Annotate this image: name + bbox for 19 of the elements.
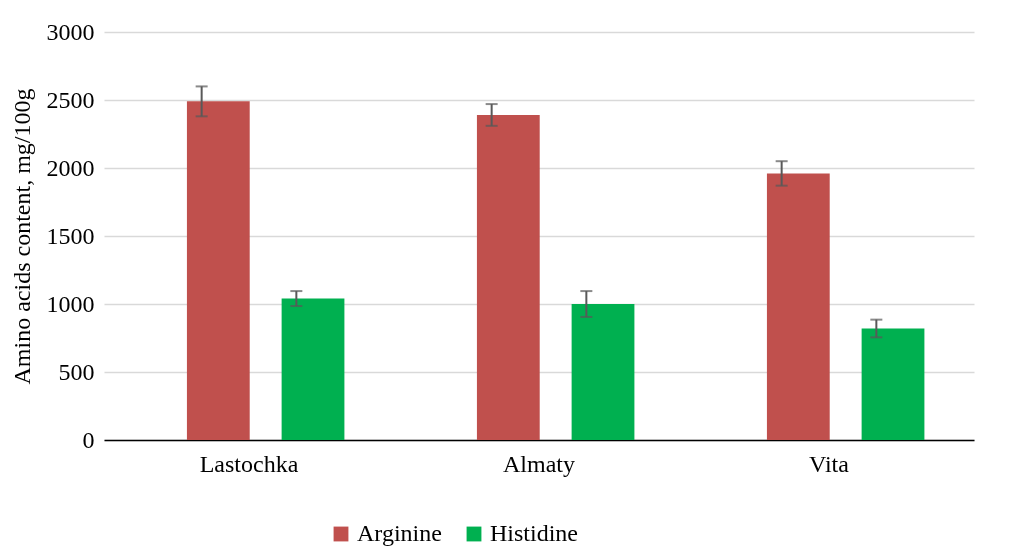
bar <box>766 173 830 440</box>
y-axis-title: Amino acids content, mg/100g <box>8 88 35 385</box>
legend-label: Histidine <box>490 520 578 546</box>
y-tick-label: 1500 <box>46 222 95 249</box>
bar <box>281 298 345 440</box>
y-tick-label: 1000 <box>46 290 95 317</box>
y-tick-label: 2500 <box>46 86 95 113</box>
x-tick-label: Lastochka <box>199 450 299 477</box>
bar <box>861 328 925 440</box>
x-tick-label: Vita <box>809 450 850 477</box>
bar <box>476 114 540 440</box>
y-tick-label: 500 <box>58 358 95 385</box>
bar <box>186 101 250 440</box>
x-tick-label: Almaty <box>503 450 575 477</box>
y-tick-label: 0 <box>82 426 95 453</box>
y-tick-label: 3000 <box>46 18 95 45</box>
legend-label: Arginine <box>357 520 442 546</box>
bar <box>571 304 635 440</box>
y-tick-label: 2000 <box>46 154 95 181</box>
